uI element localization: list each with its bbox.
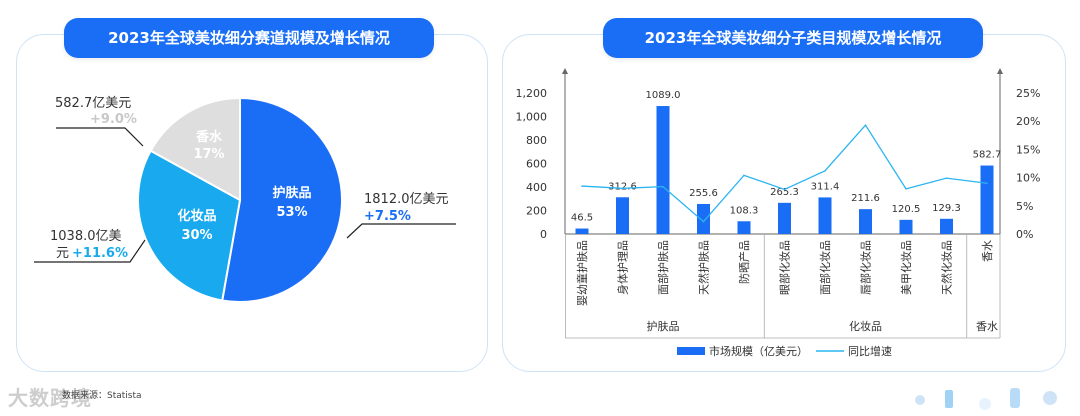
- value-label-fragrance: 582.7亿美元: [55, 96, 131, 111]
- category-label: 唇部化妆品: [859, 240, 873, 295]
- leader-line-fragrance: [56, 127, 144, 147]
- category-label: 香水: [981, 240, 994, 262]
- bar: [899, 219, 913, 234]
- value-label-makeup-line1: 1038.0亿美: [50, 229, 122, 244]
- slice-pct-fragrance: 17%: [193, 147, 224, 162]
- growth-point: [783, 188, 786, 191]
- left-tick-label: 200: [526, 205, 547, 218]
- left-tick-label: 600: [526, 158, 547, 171]
- slice-name-skincare: 护肤品: [272, 185, 311, 201]
- group-label: 护肤品: [647, 319, 680, 333]
- bar-data-label: 129.3: [932, 203, 961, 214]
- bar-data-label: 265.3: [770, 187, 799, 198]
- group-label: 化妆品: [849, 319, 882, 333]
- bar-data-label: 211.6: [851, 193, 880, 204]
- category-label: 天然化妆品: [940, 240, 954, 295]
- slice-pct-makeup: 30%: [181, 228, 212, 243]
- bar-series: [575, 106, 994, 234]
- left-y-axis: 0 200 400 600 800 1,000 1,200: [516, 68, 1000, 241]
- data-source: 数据来源：Statista: [62, 391, 142, 401]
- bar-data-label: 46.5: [571, 213, 593, 224]
- bar-data-label: 255.6: [689, 188, 718, 199]
- right-tick-label: 25%: [1016, 87, 1040, 100]
- left-tick-label: 800: [526, 134, 547, 147]
- category-labels: 婴幼童护肤品 身体护理品 面部护肤品 天然护肤品 防晒产品 眼部化妆品 面部化妆品 唇部化妆品…: [575, 240, 994, 306]
- group-label: 香水: [976, 320, 998, 333]
- bar: [616, 197, 629, 234]
- bar: [818, 197, 832, 234]
- legend-swatch-bar: [677, 347, 705, 355]
- legend-label-line: 同比增速: [848, 344, 892, 358]
- left-tick-label: 1,200: [516, 87, 548, 100]
- bar-data-labels: 46.5 312.6 1089.0 255.6 108.3 265.3 311.4 211.6…: [571, 90, 1001, 223]
- growth-point: [581, 185, 583, 187]
- bar-data-label: 1089.0: [646, 90, 681, 101]
- leader-line-skincare: [346, 223, 456, 239]
- growth-point: [905, 188, 907, 190]
- category-label: 天然护肤品: [697, 240, 711, 295]
- bar-data-label: 311.4: [811, 181, 840, 192]
- slice-pct-skincare: 53%: [276, 205, 307, 220]
- right-tick-label: 15%: [1016, 143, 1040, 156]
- category-label: 面部护肤品: [656, 240, 670, 295]
- combo-chart: 0 200 400 600 800 1,000 1,200 0% 5% 10% 15% 20% 25%…: [516, 68, 1040, 358]
- growth-label-skincare: +7.5%: [364, 209, 411, 224]
- bar: [940, 218, 953, 234]
- right-tick-label: 5%: [1016, 200, 1033, 213]
- left-tick-label: 0: [540, 228, 547, 241]
- category-label: 面部化妆品: [818, 240, 832, 295]
- bar-data-label: 312.6: [608, 181, 637, 192]
- bar: [980, 165, 994, 234]
- bar: [778, 202, 791, 234]
- group-separators: [565, 234, 1001, 339]
- bar-data-label: 120.5: [892, 204, 921, 215]
- watermark: 大数跨境: [8, 386, 92, 410]
- pie-slice-makeup: [137, 149, 242, 302]
- bar: [859, 209, 872, 234]
- bar: [697, 203, 710, 234]
- growth-point: [986, 182, 988, 185]
- right-tick-label: 0%: [1016, 228, 1033, 241]
- growth-point: [945, 177, 948, 179]
- legend-label-bar: 市场规模（亿美元）: [709, 344, 808, 358]
- right-y-axis: 0% 5% 10% 15% 20% 25%: [997, 68, 1040, 241]
- right-chart-title: 2023年全球美妆细分子类目规模及增长情况: [603, 18, 983, 58]
- bar: [656, 106, 670, 234]
- group-labels: 护肤品 化妆品 香水: [647, 319, 999, 333]
- right-tick-label: 20%: [1016, 115, 1040, 128]
- growth-label-makeup: +11.6%: [72, 246, 128, 261]
- pie-slice-fragrance: [149, 96, 241, 202]
- left-tick-label: 400: [526, 181, 547, 194]
- right-tick-label: 10%: [1016, 172, 1040, 185]
- leader-line-makeup: [34, 239, 146, 263]
- left-axis-arrow: [562, 68, 568, 74]
- bar-data-label: 582.7: [973, 150, 1002, 161]
- category-label: 美甲化妆品: [899, 240, 913, 295]
- category-label: 眼部化妆品: [778, 240, 792, 295]
- growth-point: [621, 187, 624, 190]
- pie-slice-skincare: [221, 96, 343, 303]
- growth-label-fragrance: +9.0%: [90, 112, 137, 127]
- pie-chart: 护肤品 53% 化妆品 30% 香水 17% 1812.0亿美元 +7.5% 1…: [34, 96, 456, 303]
- value-label-skincare: 1812.0亿美元: [364, 192, 449, 207]
- bar: [737, 221, 751, 234]
- slice-name-fragrance: 香水: [195, 129, 223, 145]
- category-label: 婴幼童护肤品: [575, 240, 589, 306]
- bar-data-label: 108.3: [730, 205, 759, 216]
- left-chart-title: 2023年全球美妆细分赛道规模及增长情况: [64, 18, 434, 58]
- right-axis-arrow: [997, 68, 1003, 74]
- value-label-makeup-line2: 元: [56, 246, 69, 261]
- slice-name-makeup: 化妆品: [177, 208, 216, 224]
- growth-point: [662, 185, 664, 188]
- category-label: 身体护理品: [616, 240, 630, 295]
- growth-point: [864, 124, 867, 126]
- left-tick-label: 1,000: [516, 111, 548, 124]
- category-label: 防晒产品: [737, 240, 751, 284]
- growth-point: [824, 170, 826, 172]
- bar: [575, 228, 589, 234]
- growth-point: [743, 174, 745, 177]
- growth-point: [702, 220, 705, 223]
- decorative-cosmetics-icons: [915, 388, 1057, 410]
